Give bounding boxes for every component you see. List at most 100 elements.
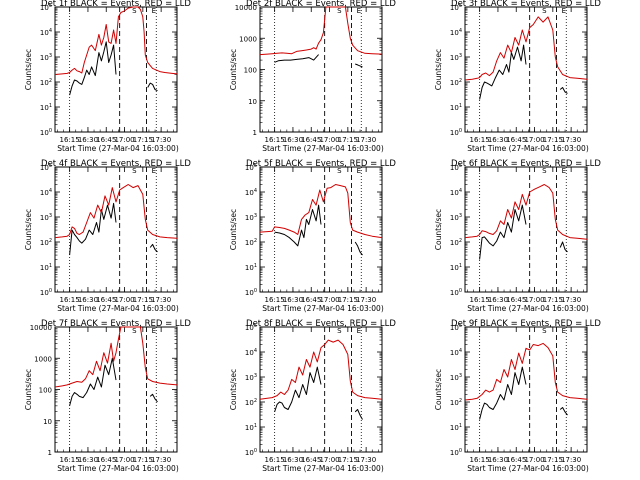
lld-series-line [464,342,588,401]
chart-title: Det 6f BLACK = Events, RED = LLD [451,159,601,169]
x-axis-label: Start Time (27-Mar-04 16:03:00) [262,304,384,313]
y-tick-label: 101 [245,423,257,432]
x-axis-label: Start Time (27-Mar-04 16:03:00) [57,144,179,153]
y-tick-label: 103 [40,53,52,62]
x-tick-label: 16:15 [60,136,80,144]
x-tick-label: 17:15 [133,296,153,304]
chart-panel-4: Det 4f BLACK = Events, RED = LLD 100 101 10… [24,159,191,313]
y-tick-label: 105 [450,3,462,12]
flag-label: S [337,7,342,15]
lld-series-line [259,339,383,400]
chart-title: Det 1f BLACK = Events, RED = LLD [41,0,191,9]
y-axis-label: Counts/sec [24,369,33,410]
x-tick-label: 16:45 [96,456,116,464]
y-tick-label: 100 [40,128,52,137]
y-tick-label: 10000 [235,4,257,12]
y-tick-label: 105 [450,323,462,332]
x-axis-label: Start Time (27-Mar-04 16:03:00) [467,144,589,153]
y-tick-label: 105 [245,163,257,172]
x-tick-label: 17:15 [543,296,563,304]
y-tick-label: 1 [253,129,257,137]
x-tick-label: 16:30 [78,456,98,464]
x-tick-label: 17:00 [319,136,339,144]
x-tick-label: 16:15 [470,456,490,464]
x-tick-label: 17:00 [319,296,339,304]
flag-label: E [152,327,156,335]
y-tick-label: 104 [40,28,52,37]
y-tick-label: 104 [450,188,462,197]
lld-series-line [54,326,178,388]
y-tick-label: 101 [40,263,52,272]
x-tick-label: 17:15 [543,456,563,464]
plot-frame [54,6,178,133]
y-tick-label: 102 [450,78,462,87]
lld-series-line [464,16,588,81]
x-tick-label: 17:15 [543,136,563,144]
plot-frame [54,166,178,293]
flag-label: E [357,167,361,175]
flag-label: S [132,167,137,175]
flag-label: S [542,167,547,175]
x-tick-label: 16:45 [506,136,526,144]
y-tick-label: 103 [450,53,462,62]
flag-label: E [152,7,156,15]
x-axis-label: Start Time (27-Mar-04 16:03:00) [467,304,589,313]
y-tick-label: 1 [48,449,52,457]
flag-label: S [337,167,342,175]
x-tick-label: 16:15 [470,296,490,304]
y-tick-label: 104 [245,348,257,357]
chart-title: Det 8f BLACK = Events, RED = LLD [246,319,396,329]
y-tick-label: 102 [245,238,257,247]
chart-panel-1: Det 1f BLACK = Events, RED = LLD 100 101 10… [24,0,191,153]
lld-series-line [464,184,588,240]
x-tick-label: 17:30 [151,456,171,464]
y-tick-label: 101 [450,263,462,272]
chart-panel-8: Det 8f BLACK = Events, RED = LLD 100 101 10… [229,319,396,473]
plot-frame [259,6,383,133]
x-tick-label: 17:00 [524,296,544,304]
chart-panel-6: Det 6f BLACK = Events, RED = LLD 100 101 10… [434,159,601,313]
plot-frame [464,6,588,133]
x-tick-label: 17:00 [319,456,339,464]
y-tick-label: 102 [450,238,462,247]
x-tick-label: 16:30 [78,136,98,144]
x-tick-label: 16:30 [283,296,303,304]
plot-frame [259,326,383,453]
x-axis-label: Start Time (27-Mar-04 16:03:00) [57,304,179,313]
y-tick-label: 101 [245,263,257,272]
x-tick-label: 17:15 [338,136,358,144]
x-tick-label: 17:00 [114,456,134,464]
y-tick-label: 103 [245,373,257,382]
y-tick-label: 1000 [239,35,257,43]
chart-panel-2: Det 2f BLACK = Events, RED = LLD 1 10 100 10… [229,0,396,153]
y-axis-label: Counts/sec [24,49,33,90]
y-tick-label: 100 [450,288,462,297]
y-tick-label: 105 [40,163,52,172]
y-tick-label: 103 [245,213,257,222]
x-tick-label: 17:30 [561,296,581,304]
chart-title: Det 5f BLACK = Events, RED = LLD [246,159,396,169]
y-tick-label: 104 [450,348,462,357]
y-tick-label: 100 [39,387,52,395]
y-tick-label: 104 [40,188,52,197]
x-tick-label: 17:30 [561,456,581,464]
lld-series-line [259,6,383,56]
plot-frame [464,326,588,453]
y-tick-label: 101 [450,103,462,112]
x-tick-label: 17:30 [356,136,376,144]
x-tick-label: 16:15 [60,296,80,304]
x-tick-label: 16:45 [506,456,526,464]
events-series-line [274,204,363,256]
y-tick-label: 100 [244,67,257,75]
x-tick-label: 17:15 [338,296,358,304]
x-axis-label: Start Time (27-Mar-04 16:03:00) [57,464,179,473]
x-tick-label: 16:45 [301,296,321,304]
x-axis-label: Start Time (27-Mar-04 16:03:00) [467,464,589,473]
y-tick-label: 103 [40,213,52,222]
y-tick-label: 100 [40,288,52,297]
y-tick-label: 105 [245,323,257,332]
x-tick-label: 16:15 [265,296,285,304]
flag-label: S [542,7,547,15]
x-tick-label: 16:15 [265,136,285,144]
